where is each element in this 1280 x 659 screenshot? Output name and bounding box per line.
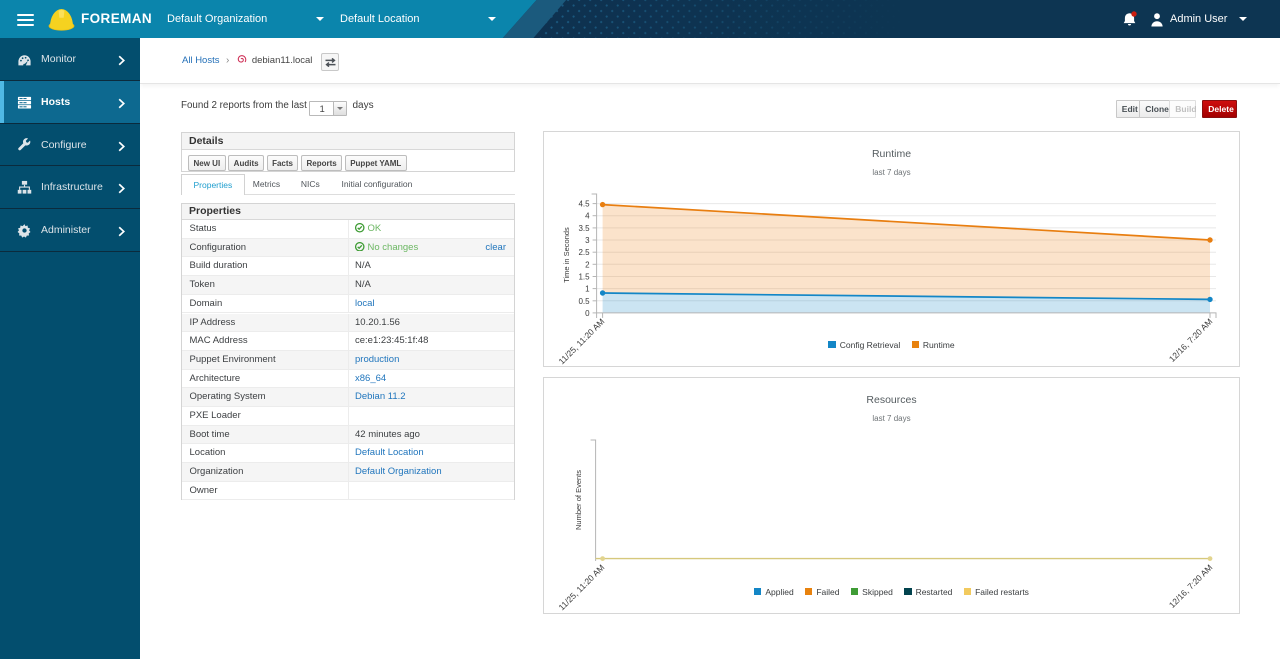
- svg-text:3: 3: [585, 236, 590, 245]
- svg-text:2: 2: [585, 260, 590, 269]
- svg-text:Number of Events: Number of Events: [574, 470, 583, 530]
- svg-text:0: 0: [585, 309, 590, 318]
- svg-text:2.5: 2.5: [578, 248, 590, 257]
- svg-text:4: 4: [585, 212, 590, 221]
- svg-text:1.5: 1.5: [578, 273, 590, 282]
- svg-text:3.5: 3.5: [578, 224, 590, 233]
- svg-text:Time in Seconds: Time in Seconds: [562, 227, 571, 283]
- svg-text:0.5: 0.5: [578, 297, 590, 306]
- svg-text:1: 1: [585, 285, 590, 294]
- svg-text:4.5: 4.5: [578, 200, 590, 209]
